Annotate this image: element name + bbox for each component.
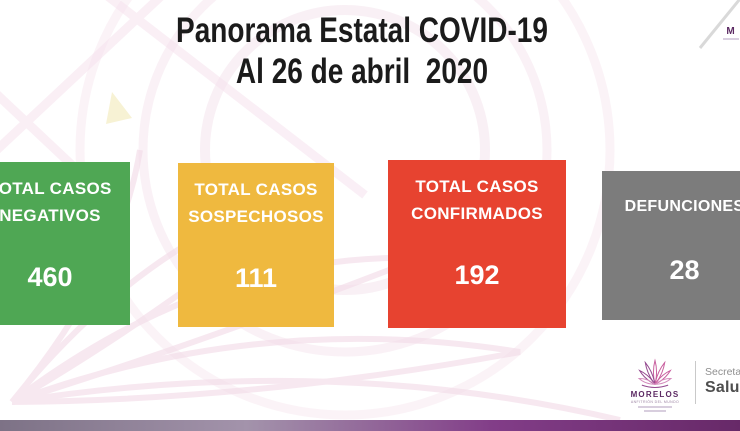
morelos-microtext-line <box>638 406 672 408</box>
card-label: TOTAL CASOS CONFIRMADOS <box>388 173 566 227</box>
card-value: 111 <box>234 263 278 293</box>
card-total-casos-negativos: TOTAL CASOS NEGATIVOS 460 <box>0 162 130 325</box>
morelos-microtext-line <box>644 410 666 412</box>
page-title: Panorama Estatal COVID-19 Al 26 de abril… <box>0 10 724 92</box>
bottom-accent-bar <box>0 420 740 431</box>
lotus-flower-icon <box>637 358 673 388</box>
morelos-wordmark: MORELOS <box>630 390 680 399</box>
card-label-line-2: CONFIRMADOS <box>411 204 543 223</box>
corner-logo-microtext <box>723 38 739 40</box>
footer-divider <box>695 361 696 404</box>
card-label-line-2: NEGATIVOS <box>0 206 101 225</box>
secretaria-de-label: Secretaría de <box>705 366 740 378</box>
card-value: 460 <box>27 262 73 292</box>
card-total-casos-sospechosos: TOTAL CASOS SOSPECHOSOS 111 <box>178 163 334 327</box>
card-label-line-2: SOSPECHOSOS <box>188 207 324 226</box>
footer-lockup: MORELOS ANFITRIÓN DEL MUNDO Secretaría d… <box>622 355 740 412</box>
card-label: TOTAL CASOS NEGATIVOS <box>0 175 130 229</box>
card-value: 28 <box>669 255 700 285</box>
secretaria-salud-lockup: Secretaría de Salud <box>705 366 740 397</box>
salud-label: Salud <box>705 379 740 396</box>
card-label-line-1: TOTAL CASOS <box>194 180 318 199</box>
card-label-line-1: TOTAL CASOS <box>0 179 112 198</box>
card-label: DEFUNCIONES <box>602 193 740 220</box>
title-line-1: Panorama Estatal COVID-19 <box>176 11 548 50</box>
card-total-casos-confirmados: TOTAL CASOS CONFIRMADOS 192 <box>388 160 566 328</box>
corner-logo-letter: M <box>726 26 736 37</box>
title-line-2: Al 26 de abril 2020 <box>235 52 489 91</box>
morelos-tagline: ANFITRIÓN DEL MUNDO <box>630 400 680 404</box>
card-label-line-1: DEFUNCIONES <box>624 198 740 215</box>
card-label-line-1: TOTAL CASOS <box>415 177 539 196</box>
card-value: 192 <box>454 260 500 290</box>
partial-corner-logo: M <box>723 26 739 40</box>
card-defunciones: DEFUNCIONES 28 <box>602 171 740 320</box>
morelos-logo: MORELOS ANFITRIÓN DEL MUNDO <box>622 355 688 412</box>
card-label: TOTAL CASOS SOSPECHOSOS <box>178 176 334 230</box>
